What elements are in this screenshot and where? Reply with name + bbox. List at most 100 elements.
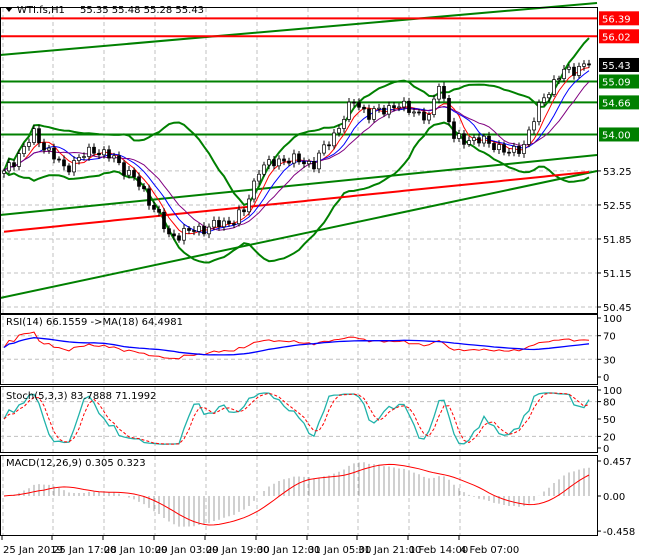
candle-body xyxy=(437,86,441,100)
candle-body xyxy=(112,155,116,159)
candle-body xyxy=(317,152,321,170)
candle-body xyxy=(277,158,281,167)
candle-body xyxy=(377,107,381,110)
candle-body xyxy=(147,188,151,206)
stoch-label: 50 xyxy=(603,415,616,426)
candle-body xyxy=(127,170,131,176)
moving-average-slow xyxy=(3,171,590,233)
rsi-label: 30 xyxy=(603,355,616,366)
candle-body xyxy=(202,225,206,235)
moving-average-5 xyxy=(3,67,590,235)
candle-body xyxy=(142,185,146,190)
candle-body xyxy=(572,66,576,76)
price-label: 51.85 xyxy=(603,235,632,246)
candle-body xyxy=(497,144,501,150)
candle-body xyxy=(272,159,276,167)
candle-body xyxy=(382,107,386,115)
candles xyxy=(2,59,591,245)
candle-body xyxy=(297,153,301,163)
trend-lines xyxy=(0,2,598,299)
time-label: 25 Jan 2019 xyxy=(3,545,63,556)
candle-body xyxy=(487,135,491,144)
candle-body xyxy=(547,94,551,99)
time-label: 31 Jan 21:00 xyxy=(358,545,421,556)
candle-body xyxy=(227,220,231,224)
candle-body xyxy=(307,161,311,165)
candle-body xyxy=(492,143,496,150)
candle-body xyxy=(327,144,331,147)
candle-body xyxy=(467,140,471,145)
trend-line xyxy=(0,154,598,216)
candle-body xyxy=(302,161,306,165)
macd-signal-line xyxy=(3,463,590,526)
candle-body xyxy=(352,101,356,104)
time-label: 28 Jan 10:00 xyxy=(104,545,167,556)
grid xyxy=(0,8,597,535)
trend-line xyxy=(0,170,598,299)
candle-body xyxy=(57,158,61,161)
level-label: 55.09 xyxy=(602,77,631,88)
stoch-label: 80 xyxy=(603,398,616,409)
price-label: 53.25 xyxy=(603,167,632,178)
candle-body xyxy=(117,155,121,164)
time-label: 1 Feb 14:00 xyxy=(409,545,468,556)
candle-body xyxy=(137,176,141,187)
candle-body xyxy=(182,228,186,241)
rsi-label: RSI(14) 66.1559 ->MA(18) 64.4981 xyxy=(6,317,183,328)
candle-body xyxy=(232,223,236,225)
candle-body xyxy=(107,149,111,159)
candle-body xyxy=(2,170,6,174)
candle-body xyxy=(472,137,476,141)
candle-body xyxy=(247,198,251,213)
panel-frame xyxy=(0,7,598,314)
ohlc-label: 55.35 55.48 55.28 55.43 xyxy=(80,5,204,16)
candle-body xyxy=(102,149,106,156)
candle-body xyxy=(372,108,376,120)
dropdown-triangle-icon[interactable] xyxy=(5,7,13,12)
candle-body xyxy=(407,100,411,113)
candle-body xyxy=(122,162,126,176)
candle-body xyxy=(257,173,261,182)
candle-body xyxy=(577,66,581,76)
time-label: 25 Jan 17:00 xyxy=(53,545,116,556)
price-label: 50.45 xyxy=(603,303,632,314)
candle-body xyxy=(152,204,156,210)
candle-body xyxy=(397,106,401,109)
candle-body xyxy=(17,153,21,167)
candle-body xyxy=(47,147,51,151)
macd-label: -0.458 xyxy=(603,527,635,538)
candle-body xyxy=(252,180,256,200)
candle-body xyxy=(22,146,26,154)
candle-body xyxy=(197,225,201,232)
candle-body xyxy=(432,98,436,115)
candle-body xyxy=(82,156,86,158)
candle-body xyxy=(177,235,181,241)
candle-body xyxy=(322,144,326,154)
stoch-label: 0 xyxy=(603,444,609,455)
candle-body xyxy=(67,165,71,173)
indicators xyxy=(3,331,590,527)
candle-body xyxy=(32,128,36,143)
candle-body xyxy=(187,228,191,231)
candle-body xyxy=(532,121,536,131)
candle-body xyxy=(562,68,566,79)
candle-body xyxy=(262,164,266,175)
candle-body xyxy=(442,86,446,99)
price-label: 52.55 xyxy=(603,201,632,212)
candle-body xyxy=(167,228,171,235)
macd-label: MACD(12,26,9) 0.305 0.323 xyxy=(6,458,146,469)
candle-body xyxy=(587,63,591,66)
candle-body xyxy=(542,97,546,103)
current-price-label: 55.43 xyxy=(602,61,631,72)
stoch-label: 20 xyxy=(603,432,616,443)
candle-body xyxy=(12,162,16,167)
bollinger-lower xyxy=(3,121,590,264)
candle-body xyxy=(342,119,346,129)
candle-body xyxy=(482,135,486,144)
candle-body xyxy=(522,144,526,154)
level-tag xyxy=(599,127,639,142)
candle-body xyxy=(502,144,506,153)
